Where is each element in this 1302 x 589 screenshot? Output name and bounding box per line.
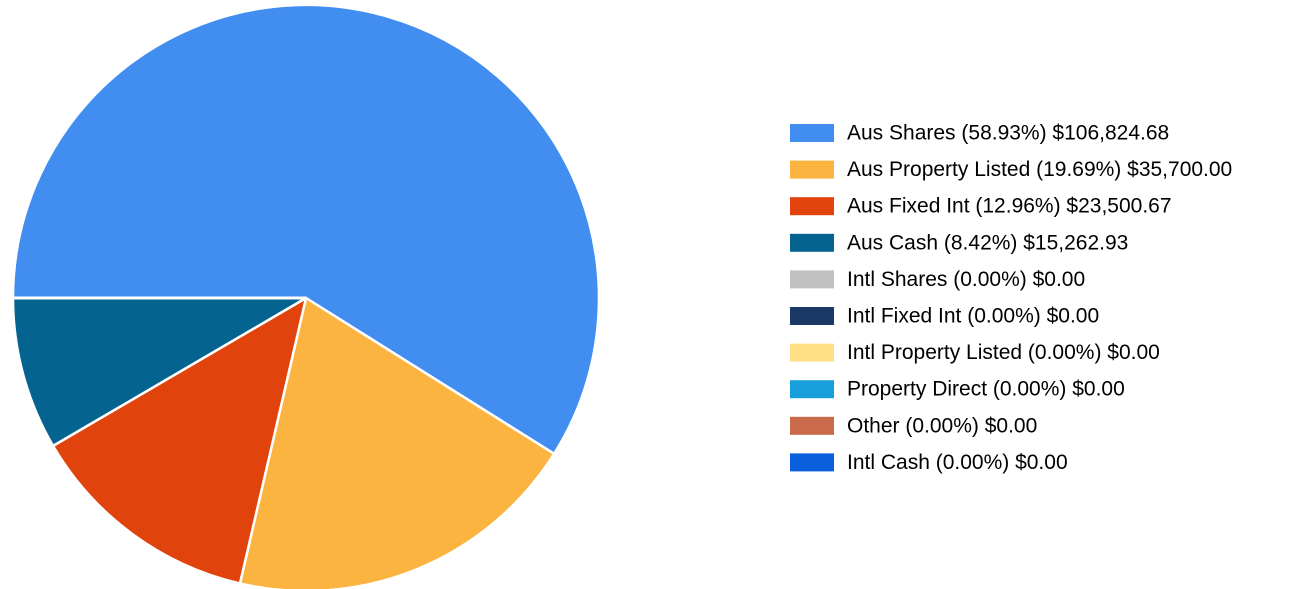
legend-swatch [790,343,834,362]
pie-slice [11,296,308,448]
legend-label: Aus Fixed Int (12.96%) $23,500.67 [847,195,1172,218]
pie-slice [11,3,601,456]
legend-swatch [790,124,834,142]
legend-label: Intl Cash (0.00%) $0.00 [847,451,1068,474]
legend-swatch [790,233,834,252]
legend-label: Intl Shares (0.00%) $0.00 [847,268,1085,291]
legend-swatch [790,160,834,179]
legend-label: Intl Property Listed (0.00%) $0.00 [847,341,1160,364]
legend-label: Aus Property Listed (19.69%) $35,700.00 [847,158,1232,181]
legend-label: Aus Shares (58.93%) $106,824.68 [847,122,1169,145]
legend-swatch [790,453,834,472]
legend-label: Property Direct (0.00%) $0.00 [847,378,1125,401]
legend-label: Intl Fixed Int (0.00%) $0.00 [847,305,1099,328]
legend-swatch [790,416,834,435]
legend-swatch [790,380,834,399]
legend-swatch [790,307,834,325]
legend-label: Aus Cash (8.42%) $15,262.93 [847,231,1128,254]
legend-swatch [790,270,834,289]
legend-label: Other (0.00%) $0.00 [847,414,1037,437]
pie-slice [51,296,308,585]
legend-swatch [790,197,834,216]
pie-slice [238,296,556,589]
